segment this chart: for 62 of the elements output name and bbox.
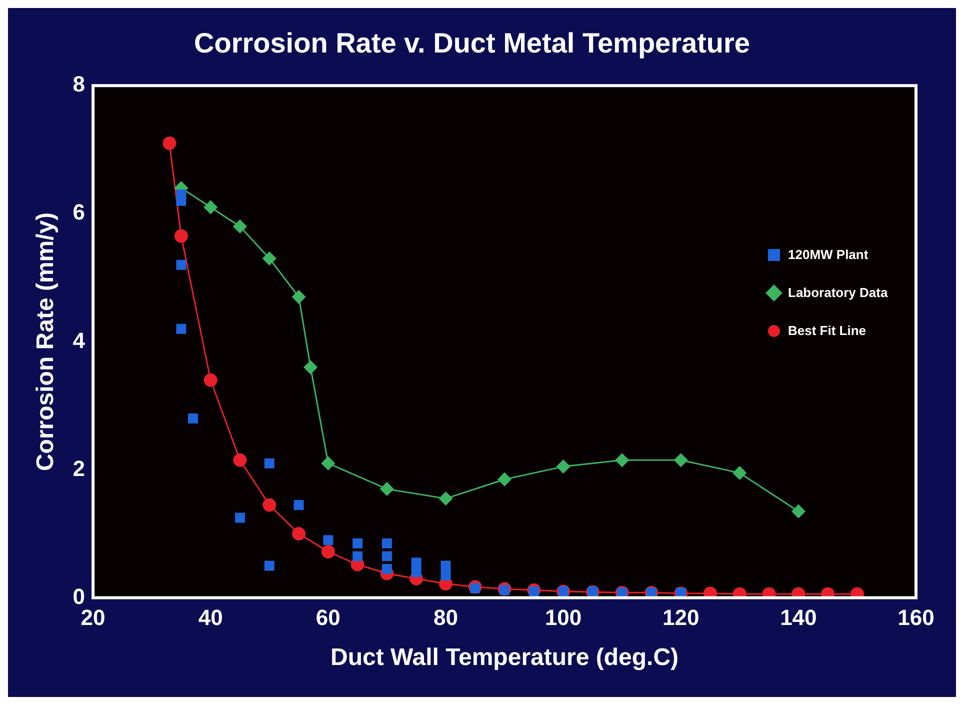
x-tick-label: 40	[198, 605, 223, 630]
point	[850, 587, 864, 598]
x-tick-label: 100	[544, 605, 582, 630]
point	[176, 260, 186, 270]
x-tick-label: 80	[433, 605, 458, 630]
point	[188, 414, 198, 424]
x-tick-label: 160	[898, 605, 934, 630]
point	[294, 500, 304, 510]
point	[174, 229, 188, 243]
point	[411, 558, 422, 568]
point	[411, 567, 422, 578]
point	[321, 544, 335, 558]
y-tick-label: 6	[72, 200, 86, 225]
point	[438, 492, 452, 506]
point	[615, 453, 629, 467]
point	[674, 453, 688, 467]
point	[235, 512, 245, 523]
legend-label: Best Fit Line	[788, 322, 866, 340]
point	[321, 456, 335, 470]
point	[382, 551, 392, 562]
point	[704, 586, 718, 598]
x-tick-label: 120	[662, 605, 700, 630]
x-tick-label: 60	[316, 605, 340, 630]
point	[821, 587, 835, 598]
point	[233, 453, 247, 467]
y-axis-title: Corrosion Rate (mm/y)	[32, 212, 60, 472]
point	[732, 587, 746, 598]
point	[262, 498, 276, 512]
point	[498, 472, 512, 486]
point	[264, 458, 274, 468]
point	[440, 560, 451, 571]
point	[380, 482, 394, 496]
point	[204, 373, 218, 387]
point	[556, 460, 570, 474]
point	[352, 538, 363, 548]
point	[233, 220, 247, 234]
point	[304, 360, 318, 374]
point	[440, 570, 451, 580]
point	[176, 324, 186, 334]
point	[382, 538, 392, 548]
point	[732, 466, 746, 480]
point	[352, 551, 363, 562]
y-tick-label: 8	[72, 72, 86, 97]
point	[162, 136, 176, 150]
legend-label: Laboratory Data	[788, 284, 888, 302]
x-tick-label: 140	[780, 605, 817, 630]
point	[176, 196, 186, 206]
point	[792, 504, 806, 518]
y-tick-label: 2	[72, 456, 86, 481]
point	[264, 560, 274, 571]
x-axis-title: Duct Wall Temperature (deg.C)	[330, 644, 679, 672]
point	[792, 587, 806, 598]
chart-title: Corrosion Rate v. Duct Metal Temperature	[194, 28, 750, 59]
point	[204, 200, 218, 214]
point	[292, 527, 306, 541]
point	[382, 564, 392, 574]
point	[292, 290, 306, 304]
point	[262, 252, 276, 266]
legend-label: 120MW Plant	[788, 246, 868, 264]
y-tick-label: 4	[72, 328, 86, 353]
point	[323, 535, 334, 546]
point	[762, 587, 776, 598]
